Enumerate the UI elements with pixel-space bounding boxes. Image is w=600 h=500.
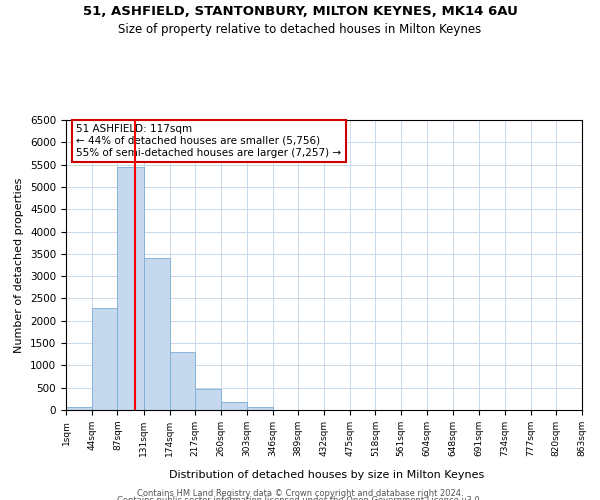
Bar — [66, 408, 92, 410]
Text: 51, ASHFIELD, STANTONBURY, MILTON KEYNES, MK14 6AU: 51, ASHFIELD, STANTONBURY, MILTON KEYNES… — [83, 5, 517, 18]
Bar — [195, 388, 221, 410]
Text: 51 ASHFIELD: 117sqm
← 44% of detached houses are smaller (5,756)
55% of semi-det: 51 ASHFIELD: 117sqm ← 44% of detached ho… — [76, 124, 341, 158]
Text: Contains public sector information licensed under the Open Government Licence v3: Contains public sector information licen… — [118, 496, 482, 500]
Y-axis label: Number of detached properties: Number of detached properties — [14, 178, 25, 352]
Bar — [247, 408, 272, 410]
Text: Size of property relative to detached houses in Milton Keynes: Size of property relative to detached ho… — [118, 22, 482, 36]
Bar — [92, 308, 118, 410]
Bar — [221, 402, 247, 410]
Bar — [118, 167, 144, 410]
Bar — [144, 258, 170, 410]
Bar — [170, 352, 195, 410]
Text: Contains HM Land Registry data © Crown copyright and database right 2024.: Contains HM Land Registry data © Crown c… — [137, 489, 463, 498]
Text: Distribution of detached houses by size in Milton Keynes: Distribution of detached houses by size … — [169, 470, 485, 480]
